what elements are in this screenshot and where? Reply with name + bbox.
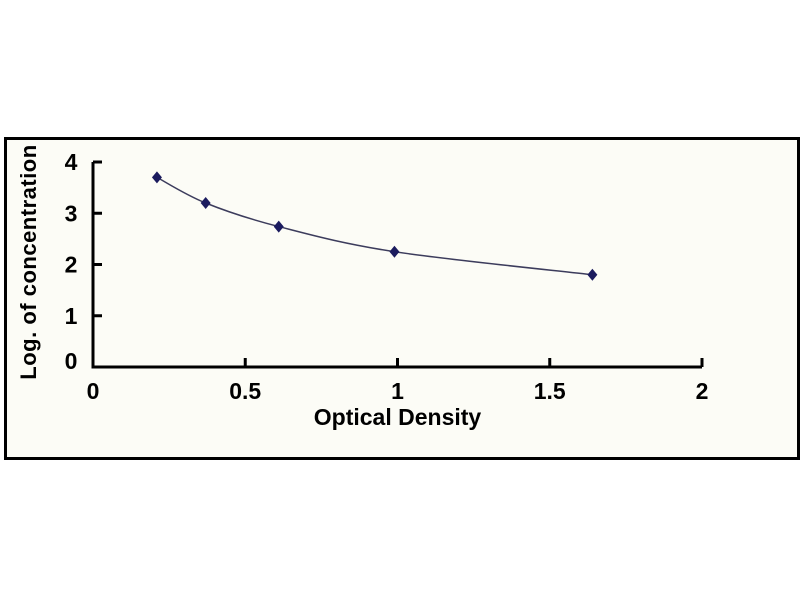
standard-curve-line [156, 176, 593, 276]
data-point-marker [587, 268, 598, 281]
y-tick-label: 0 [65, 348, 78, 374]
chart-frame [4, 137, 800, 460]
x-tick-label: 1.5 [534, 378, 566, 404]
x-axis-title: Optical Density [313, 404, 482, 430]
x-tick-label: 0.5 [229, 378, 261, 404]
y-tick-label: 1 [65, 303, 78, 329]
data-point-marker [273, 220, 284, 233]
x-tick-label: 2 [696, 378, 709, 404]
data-point-marker [151, 171, 162, 184]
y-tick-label: 4 [65, 149, 78, 175]
y-tick-label: 2 [65, 252, 78, 278]
data-point-marker [389, 245, 400, 258]
y-tick-label: 3 [65, 200, 78, 226]
x-tick-label: 1 [391, 378, 404, 404]
data-point-marker [200, 197, 211, 209]
x-tick-label: 0 [87, 378, 100, 404]
axis-lines [91, 162, 702, 369]
y-axis-title: Log. of concentration [16, 144, 41, 380]
